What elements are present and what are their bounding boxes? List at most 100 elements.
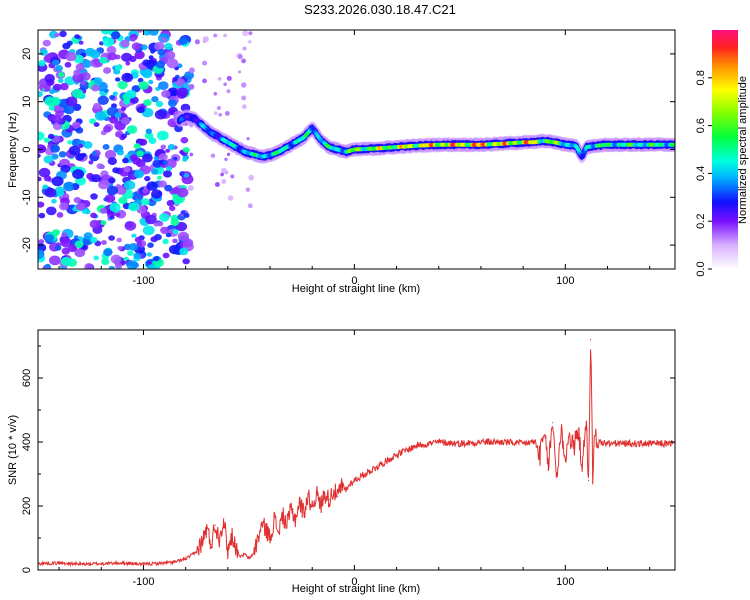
noise-speckle: [136, 30, 143, 33]
snr-point: [79, 563, 81, 565]
noise-speckle: [164, 184, 173, 192]
snr-point: [298, 502, 301, 504]
snr-point: [577, 428, 579, 430]
noise-speckle: [133, 143, 141, 150]
noise-speckle: [187, 185, 194, 191]
noise-speckle: [148, 30, 159, 36]
noise-speckle: [68, 145, 81, 156]
noise-speckle: [61, 247, 70, 255]
noise-speckle: [61, 232, 68, 238]
noise-speckle: [44, 96, 57, 107]
noise-speckle: [46, 206, 57, 216]
noise-speckle: [164, 158, 177, 169]
noise-speckle: [109, 202, 121, 212]
noise-speckle: [164, 42, 173, 50]
noise-speckle: [100, 207, 108, 214]
snr-point: [324, 492, 326, 494]
noise-speckle: [125, 89, 137, 99]
noise-speckle: [109, 95, 116, 100]
noise-speckle: [146, 181, 158, 191]
noise-speckle: [101, 258, 110, 265]
snr-point: [336, 495, 339, 497]
noise-speckle: [151, 189, 163, 199]
noise-speckle: [162, 252, 170, 259]
noise-speckle: [110, 254, 122, 264]
noise-speckle: [150, 236, 158, 243]
noise-speckle: [38, 249, 45, 260]
x-tick-label: 0: [351, 576, 357, 588]
colorbar-label: Normalized spectral amplitude: [737, 76, 749, 224]
noise-speckle: [242, 46, 247, 51]
snr-point: [239, 556, 242, 558]
noise-speckle: [220, 172, 224, 177]
snr-point: [290, 508, 292, 510]
noise-speckle: [44, 263, 51, 269]
snr-point: [598, 441, 600, 443]
noise-speckle: [160, 226, 169, 234]
noise-speckle: [227, 195, 234, 201]
noise-speckle: [42, 39, 51, 47]
noise-speckle: [120, 39, 130, 48]
snr-point: [164, 562, 166, 564]
snr-point: [522, 443, 524, 445]
noise-speckle: [51, 153, 59, 160]
noise-speckle: [154, 109, 167, 120]
snr-point: [206, 527, 208, 530]
noise-speckle: [63, 181, 75, 192]
noise-speckle: [140, 44, 148, 51]
noise-speckle: [136, 106, 145, 114]
noise-speckle: [153, 156, 159, 161]
snr-point: [265, 527, 267, 530]
snr-point: [594, 435, 596, 437]
noise-speckle: [101, 240, 107, 245]
y-tick-label: 10: [21, 96, 33, 108]
noise-speckle: [204, 20, 209, 25]
noise-speckle: [216, 105, 221, 111]
noise-speckle: [109, 215, 115, 220]
snr-y-axis-label: SNR (10 * v/v): [7, 415, 19, 485]
noise-speckle: [180, 136, 189, 144]
noise-speckle: [115, 185, 127, 195]
noise-speckle: [142, 153, 153, 163]
noise-speckle: [99, 56, 108, 64]
noise-speckle: [108, 177, 116, 184]
snr-point: [438, 441, 440, 443]
noise-speckle: [103, 67, 112, 74]
noise-speckle: [134, 236, 142, 243]
noise-speckle: [51, 176, 64, 187]
snr-point: [427, 443, 429, 445]
noise-speckle: [158, 153, 168, 161]
snr-point: [649, 443, 651, 445]
y-tick-label: 0: [21, 146, 33, 152]
snr-point: [311, 505, 313, 507]
noise-speckle: [104, 149, 117, 160]
noise-speckle: [101, 30, 111, 35]
snr-point: [459, 443, 461, 445]
noise-speckle: [188, 83, 195, 90]
noise-speckle: [59, 30, 67, 38]
noise-speckle: [237, 54, 243, 60]
colorbar-ticks: 0.0 0.2 0.4 0.6 0.8: [695, 70, 712, 277]
snr-point: [560, 428, 562, 430]
noise-speckle: [122, 157, 129, 164]
noise-speckle: [117, 246, 123, 251]
noise-speckle: [118, 196, 128, 205]
noise-speckle: [115, 212, 121, 217]
noise-speckle: [91, 174, 101, 183]
snr-point: [332, 489, 334, 491]
noise-speckle: [39, 48, 48, 56]
noise-speckle: [92, 151, 97, 156]
noise-speckle: [72, 121, 81, 129]
noise-speckle: [121, 72, 133, 83]
noise-speckle: [49, 255, 61, 266]
y-tick-label: 20: [21, 48, 33, 60]
noise-speckle: [166, 199, 175, 207]
noise-speckle: [167, 144, 176, 151]
noise-speckle: [73, 69, 81, 76]
noise-speckle: [117, 80, 128, 90]
noise-speckle: [142, 188, 148, 194]
noise-speckle: [47, 133, 55, 140]
noise-speckle: [131, 233, 137, 238]
